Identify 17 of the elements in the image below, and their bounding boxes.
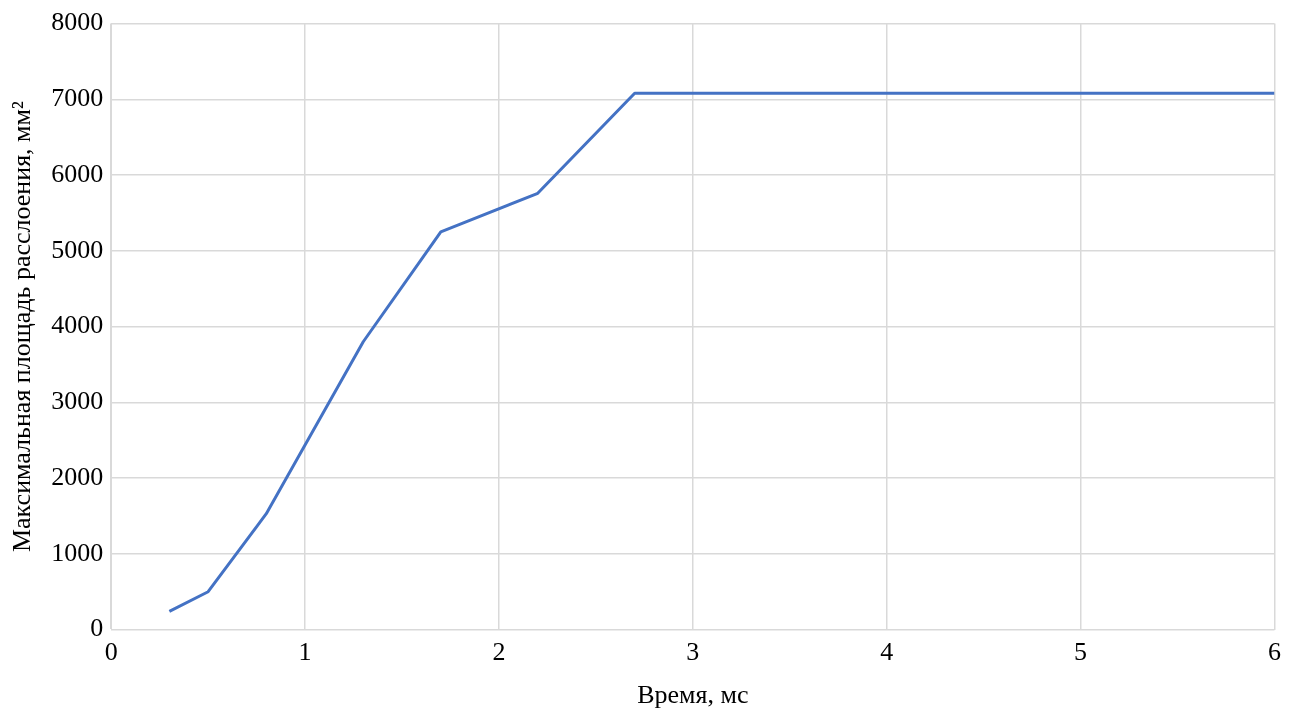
- y-axis-title: Максимальная площадь расслоения, мм²: [7, 100, 37, 553]
- y-tick-label: 2000: [51, 461, 104, 491]
- x-tick-label: 6: [1268, 637, 1281, 667]
- y-tick-label: 5000: [51, 234, 104, 264]
- x-tick-label: 3: [686, 637, 700, 667]
- y-tick-label: 6000: [51, 158, 104, 188]
- x-tick-label: 1: [298, 637, 312, 667]
- x-tick-label: 2: [492, 637, 506, 667]
- x-tick-label: 4: [880, 637, 894, 667]
- y-tick-label: 8000: [51, 7, 104, 37]
- y-tick-label: 4000: [51, 310, 104, 340]
- y-tick-label: 3000: [51, 386, 104, 416]
- y-tick-label: 0: [90, 613, 104, 643]
- y-tick-label: 1000: [51, 537, 104, 567]
- x-axis-title: Время, мс: [637, 680, 749, 710]
- y-tick-label: 7000: [51, 83, 104, 113]
- x-tick-label: 5: [1074, 637, 1088, 667]
